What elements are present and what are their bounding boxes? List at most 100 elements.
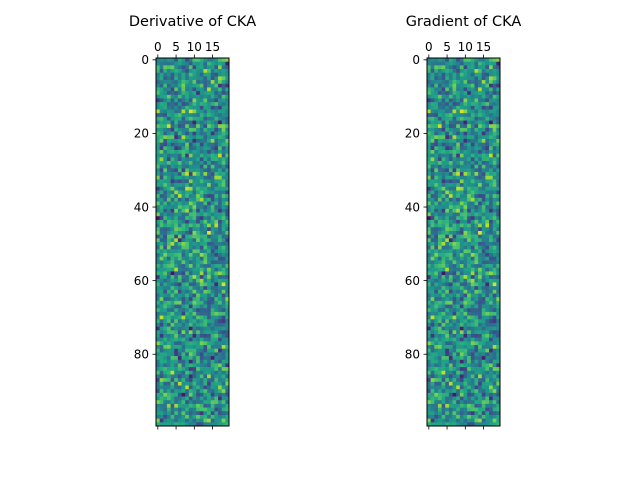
heatmap-cell — [166, 400, 171, 405]
heatmap-cell — [218, 172, 222, 177]
heatmap-cell — [174, 264, 179, 269]
heatmap-cell — [156, 422, 160, 427]
heatmap-cell — [156, 242, 160, 246]
heatmap-cell — [214, 293, 219, 298]
heatmap-cell — [448, 378, 453, 383]
heatmap-cell — [496, 102, 501, 107]
heatmap-cell — [170, 69, 175, 74]
heatmap-cell — [474, 422, 479, 427]
heatmap-cell — [481, 311, 486, 316]
heatmap-cell — [427, 138, 431, 143]
heatmap-cell — [174, 345, 179, 350]
heatmap-cell — [210, 352, 215, 357]
heatmap-cell — [221, 286, 226, 291]
heatmap-cell — [214, 392, 219, 397]
heatmap-cell — [177, 175, 182, 180]
heatmap-cell — [159, 227, 164, 232]
heatmap-cell — [163, 319, 168, 324]
heatmap-cell — [434, 238, 439, 243]
heatmap-cell — [196, 304, 201, 309]
heatmap-cell — [452, 422, 457, 427]
heatmap-cell — [452, 105, 457, 110]
heatmap-cell — [485, 153, 490, 158]
heatmap-cell — [496, 138, 501, 143]
heatmap-cell — [210, 374, 215, 379]
heatmap-cell — [456, 153, 461, 158]
heatmap-cell — [474, 175, 479, 180]
y-tick-label: 80 — [405, 348, 420, 362]
heatmap-cell — [218, 319, 222, 324]
heatmap-cell — [166, 212, 171, 217]
heatmap-cell — [188, 116, 193, 121]
heatmap-cell — [159, 407, 164, 412]
heatmap-cell — [452, 418, 457, 423]
heatmap-cell — [214, 367, 219, 372]
heatmap-cell — [434, 249, 439, 254]
heatmap-cell — [196, 150, 201, 154]
heatmap-cell — [459, 179, 464, 184]
heatmap-cell — [445, 194, 450, 199]
heatmap-cell — [474, 341, 479, 346]
heatmap-cell — [177, 289, 182, 294]
heatmap-cell — [196, 278, 201, 283]
heatmap-cell — [434, 414, 439, 419]
heatmap-cell — [185, 322, 190, 327]
heatmap-cell — [437, 311, 442, 316]
heatmap-cell — [174, 411, 179, 416]
heatmap-cell — [448, 322, 453, 327]
heatmap-cell — [170, 153, 175, 158]
heatmap-cell — [218, 341, 222, 346]
heatmap-cell — [459, 304, 464, 309]
heatmap-cell — [210, 315, 215, 320]
heatmap-cell — [170, 197, 175, 202]
heatmap-cell — [445, 227, 450, 232]
heatmap-cell — [467, 245, 472, 250]
heatmap-cell — [156, 175, 160, 180]
heatmap-cell — [221, 249, 226, 254]
heatmap-cell — [218, 352, 222, 357]
heatmap-cell — [225, 109, 230, 114]
heatmap-cell — [192, 58, 197, 62]
heatmap-cell — [192, 267, 197, 272]
heatmap-cell — [210, 378, 215, 383]
heatmap-cell — [470, 190, 475, 195]
heatmap-cell — [456, 230, 461, 235]
heatmap-cell — [467, 378, 472, 383]
heatmap-cell — [163, 348, 168, 353]
heatmap-cell — [434, 65, 439, 70]
heatmap-cell — [156, 359, 160, 364]
heatmap-cell — [489, 127, 493, 132]
heatmap-cell — [188, 58, 193, 62]
heatmap-cell — [489, 363, 493, 368]
heatmap-cell — [221, 179, 226, 184]
heatmap-cell — [427, 102, 431, 107]
heatmap-cell — [485, 260, 490, 265]
heatmap-cell — [470, 278, 475, 283]
heatmap-cell — [170, 348, 175, 353]
heatmap-cell — [181, 76, 186, 81]
heatmap-cell — [474, 208, 479, 213]
heatmap-cell — [437, 256, 442, 261]
heatmap-cell — [474, 400, 479, 405]
heatmap-cell — [156, 194, 160, 199]
heatmap-cell — [225, 234, 230, 239]
heatmap-cell — [437, 194, 442, 199]
heatmap-cell — [496, 164, 501, 169]
heatmap-cell — [199, 374, 204, 379]
heatmap-cell — [188, 378, 193, 383]
heatmap-cell — [207, 150, 212, 154]
heatmap-cell — [185, 65, 190, 70]
heatmap-cell — [166, 76, 171, 81]
heatmap-cell — [159, 146, 164, 151]
heatmap-cell — [430, 212, 435, 217]
heatmap-cell — [448, 367, 453, 372]
heatmap-cell — [474, 83, 479, 88]
heatmap-cell — [166, 330, 171, 335]
heatmap-cell — [452, 400, 457, 405]
heatmap-cell — [430, 146, 435, 151]
heatmap-cell — [218, 72, 222, 77]
heatmap-cell — [434, 80, 439, 85]
heatmap-cell — [221, 385, 226, 390]
heatmap-cell — [174, 418, 179, 423]
heatmap-cell — [163, 116, 168, 121]
